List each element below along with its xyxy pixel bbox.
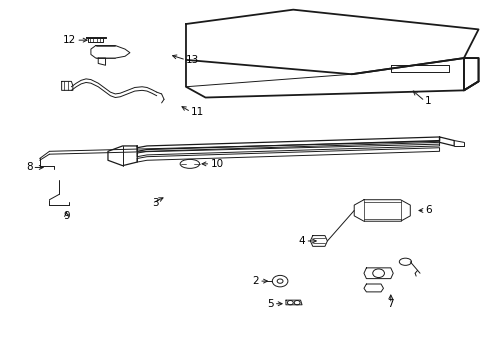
Text: 8: 8 — [26, 162, 32, 172]
Text: 4: 4 — [298, 236, 305, 246]
Text: 12: 12 — [63, 35, 76, 45]
Text: 13: 13 — [185, 55, 199, 65]
Text: 7: 7 — [386, 299, 393, 309]
Text: 9: 9 — [63, 211, 70, 221]
Text: 2: 2 — [252, 276, 259, 286]
Text: 10: 10 — [210, 159, 223, 169]
Text: 3: 3 — [152, 198, 158, 208]
Text: 11: 11 — [190, 107, 203, 117]
Text: 5: 5 — [266, 299, 273, 309]
Text: 1: 1 — [424, 96, 430, 106]
Text: 6: 6 — [424, 206, 430, 216]
